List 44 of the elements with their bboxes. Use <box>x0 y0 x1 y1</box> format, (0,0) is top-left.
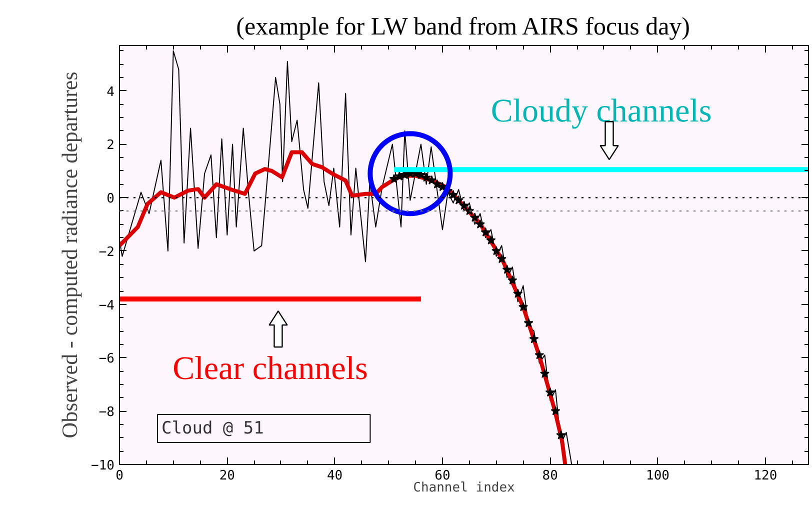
y-tick-label: −2 <box>98 244 115 260</box>
x-axis-title: Channel index <box>413 480 516 496</box>
chart-title: (example for LW band from AIRS focus day) <box>236 14 690 40</box>
point <box>389 174 399 184</box>
series-label: Cloudy channels <box>490 94 712 130</box>
point <box>534 350 544 360</box>
point <box>540 368 550 378</box>
point <box>475 219 485 228</box>
point <box>454 195 464 204</box>
series-label: Clear channels <box>172 351 368 388</box>
point <box>550 406 560 416</box>
point <box>524 318 534 328</box>
y-tick-label: −4 <box>98 298 115 314</box>
y-tick-label: −8 <box>98 405 115 420</box>
y-axis-title: Observed - computed radiance departures <box>57 72 82 438</box>
y-tick-label: −10 <box>91 458 115 474</box>
point <box>496 254 506 264</box>
x-tick-label: 60 <box>434 468 450 484</box>
line-series <box>120 150 568 464</box>
point <box>432 179 442 188</box>
point <box>470 212 480 222</box>
x-tick-label: 80 <box>542 468 558 484</box>
point <box>486 235 496 244</box>
y-tick-label: 2 <box>106 138 114 154</box>
annotation: Cloud @ 51 <box>162 418 264 438</box>
y-tick-label: 4 <box>106 84 115 100</box>
x-tick-label: 100 <box>646 468 670 484</box>
point <box>480 227 490 236</box>
x-tick-label: 40 <box>326 468 343 484</box>
x-tick-label: 120 <box>754 468 778 484</box>
point <box>529 334 539 344</box>
point <box>492 246 502 256</box>
y-tick-label: −6 <box>98 352 115 367</box>
x-tick-label: 20 <box>219 468 235 484</box>
point <box>513 288 523 298</box>
point <box>556 430 566 440</box>
point <box>508 275 518 284</box>
y-tick-label: 0 <box>106 192 114 207</box>
point <box>518 302 528 312</box>
point <box>448 190 458 200</box>
point <box>502 264 512 274</box>
point <box>459 200 469 210</box>
point <box>545 387 555 397</box>
point <box>422 172 432 182</box>
